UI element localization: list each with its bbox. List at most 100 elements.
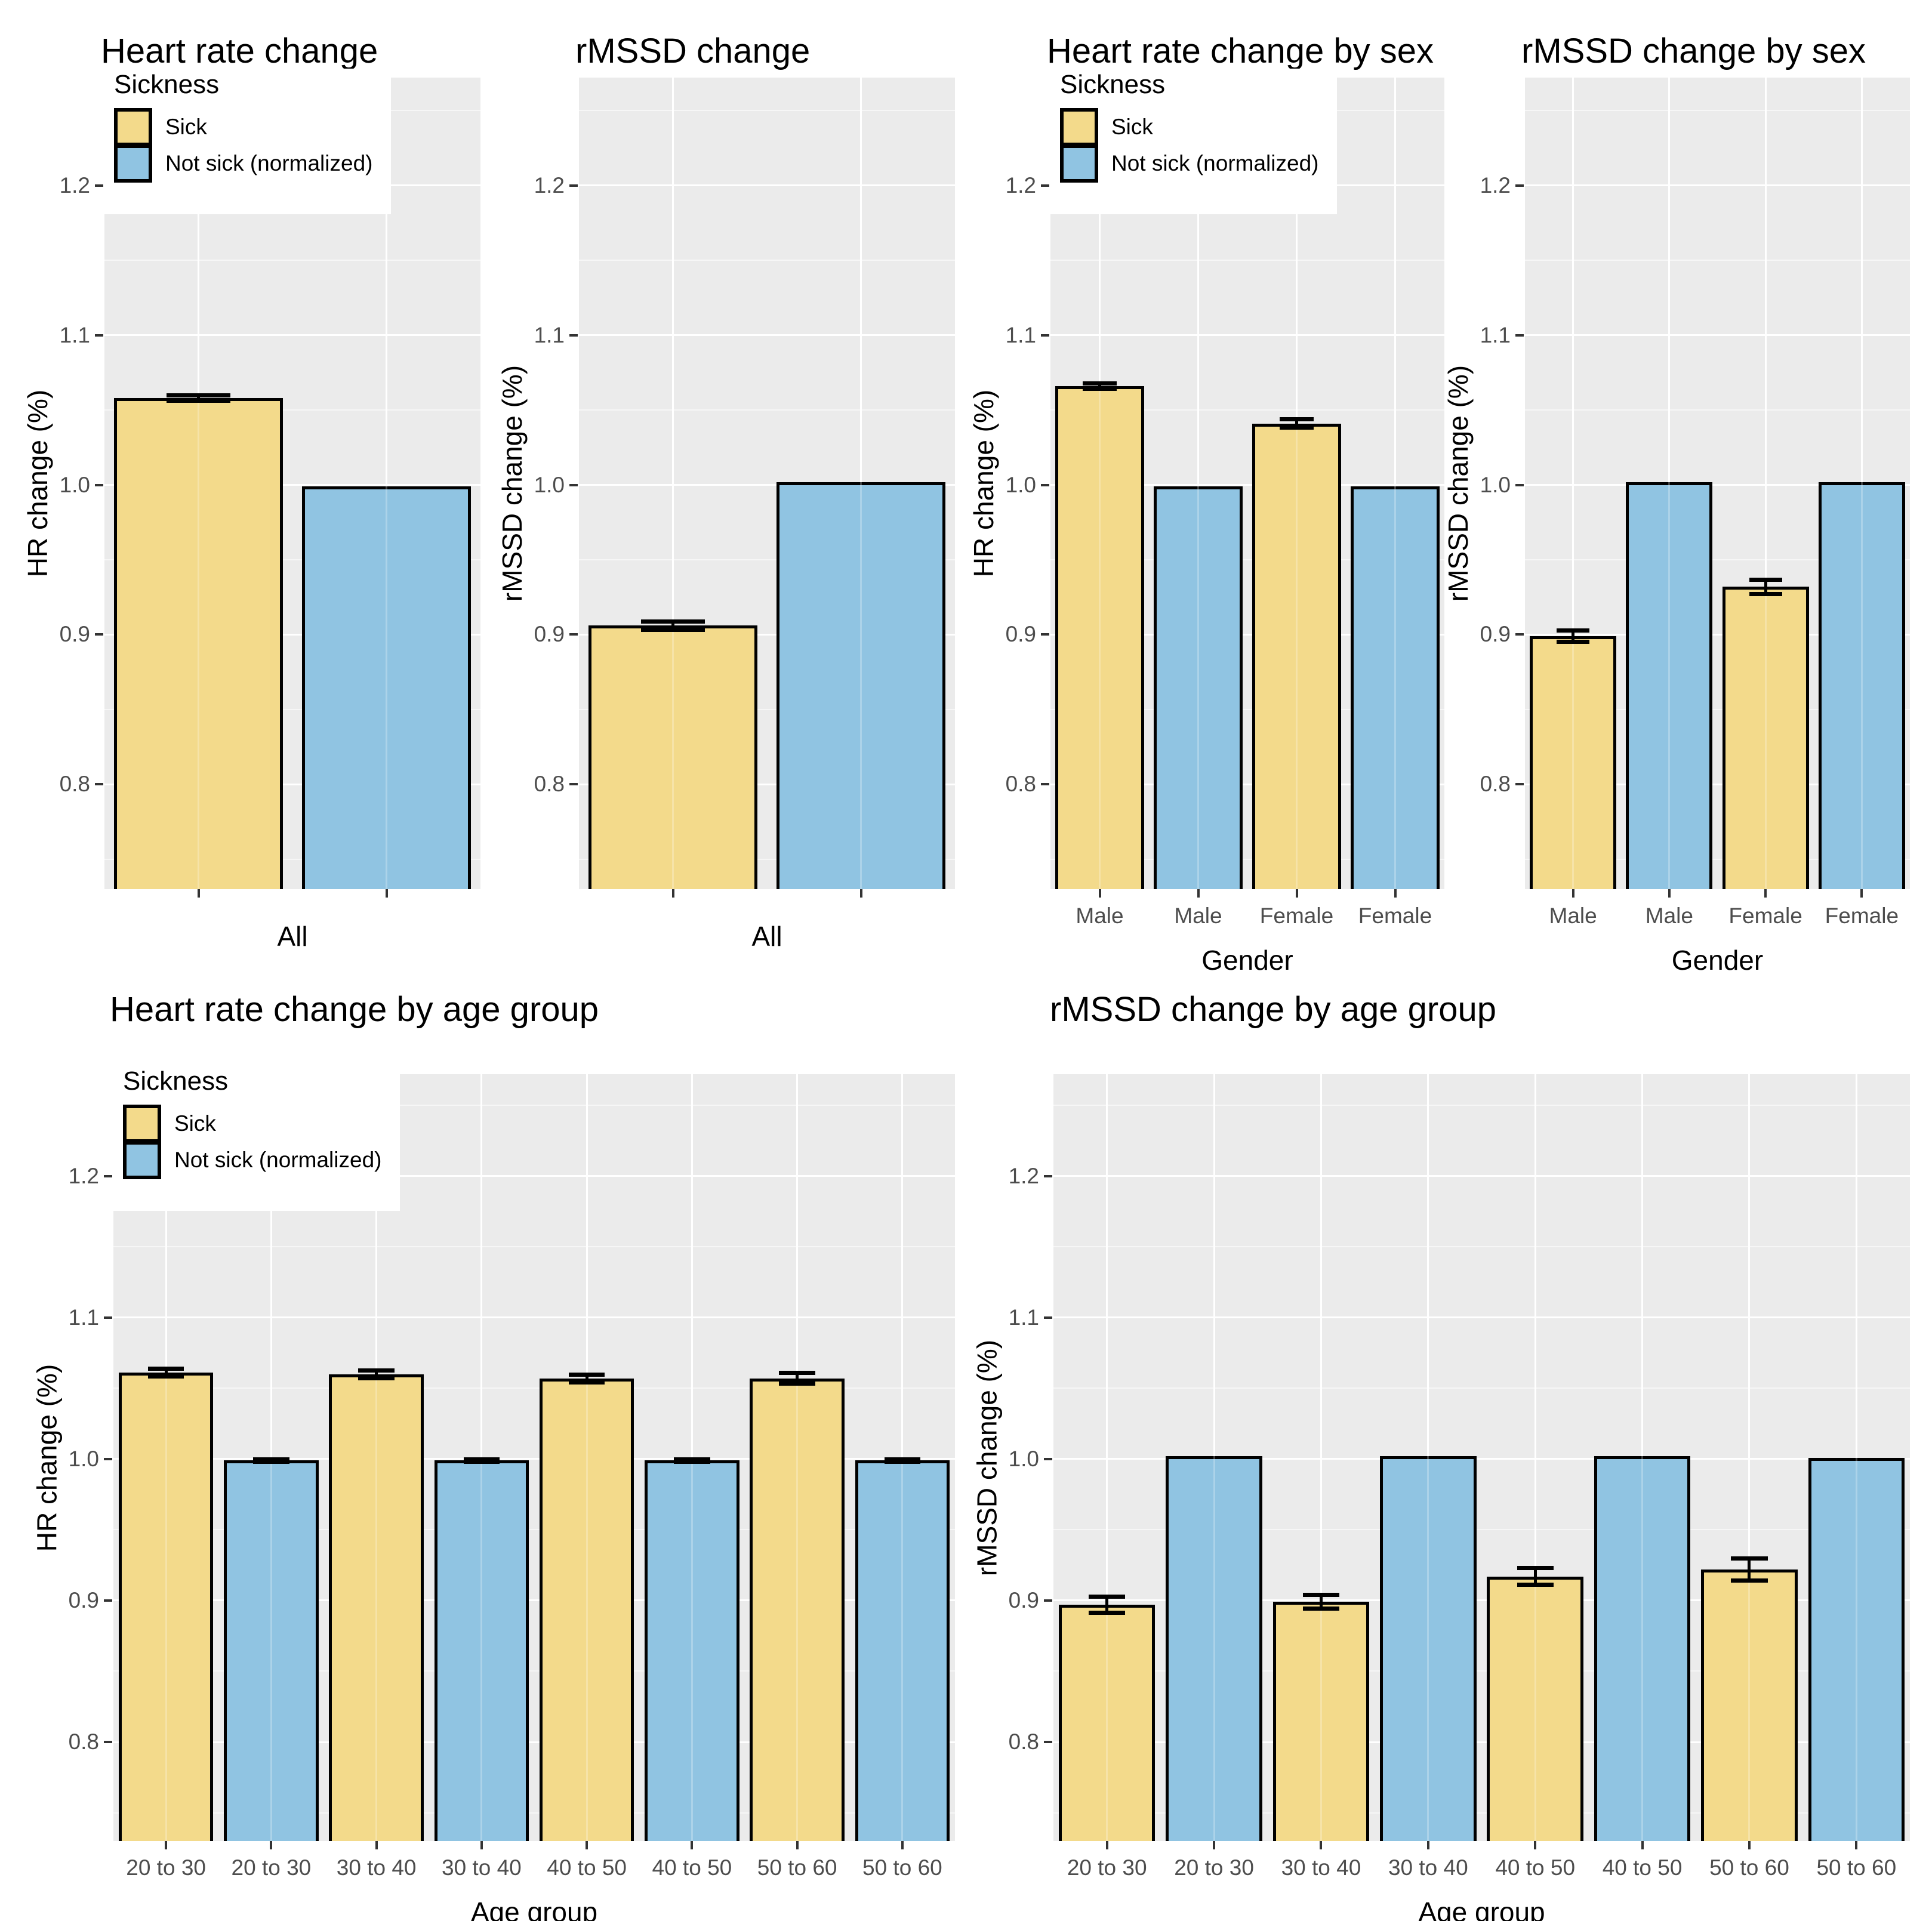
bar-grid-stripe	[1106, 1074, 1108, 1841]
bar-sick	[1252, 423, 1341, 889]
error-bar-line	[1764, 579, 1767, 594]
error-bar-line	[1295, 419, 1298, 428]
error-bar-cap-bottom	[674, 1459, 710, 1464]
x-tick-mark	[1098, 889, 1101, 898]
y-tick-label: 0.8	[68, 1729, 99, 1755]
bar-grid-stripe	[1099, 78, 1101, 889]
bar-grid-stripe	[796, 1074, 799, 1841]
bar-sick	[1722, 587, 1809, 889]
bar-grid-stripe	[586, 1074, 588, 1841]
gridline-major	[1053, 1741, 1910, 1743]
bar-sick	[1058, 1605, 1155, 1841]
gridline-minor	[1053, 1387, 1910, 1389]
error-bar-cap-top	[1557, 628, 1590, 633]
gridline-minor	[1053, 1105, 1910, 1106]
y-tick-mark	[1515, 184, 1524, 187]
error-bar-line	[671, 621, 674, 630]
gridline-minor	[113, 1812, 955, 1814]
x-tick-mark	[1295, 889, 1298, 898]
error-bar-line	[1533, 1568, 1537, 1585]
legend-item-label: Not sick (normalized)	[1111, 151, 1319, 175]
y-tick-label: 0.8	[1480, 772, 1511, 797]
chart-title: rMSSD change by age group	[1050, 990, 1496, 1029]
error-bar-cap-bottom	[884, 1459, 920, 1464]
y-tick-label: 0.8	[59, 772, 90, 797]
y-tick-label: 1.1	[59, 322, 90, 347]
gridline-major	[113, 1458, 955, 1460]
y-tick-mark	[95, 633, 103, 636]
error-bar-line	[1105, 1596, 1109, 1614]
y-tick-label: 1.2	[68, 1163, 99, 1188]
gridline-major	[104, 484, 480, 486]
bar-not-sick	[434, 1460, 529, 1841]
gridline-major	[1525, 783, 1910, 785]
y-tick-mark	[95, 483, 103, 486]
gridline-minor	[113, 1387, 955, 1389]
x-tick-label: 50 to 60	[862, 1855, 942, 1880]
gridline-vertical	[1748, 1074, 1751, 1841]
x-axis-title: Age group	[470, 1897, 598, 1921]
gridline-major	[1053, 1316, 1910, 1319]
y-tick-mark	[1515, 334, 1524, 337]
error-bar-cap-top	[1749, 577, 1782, 582]
gridline-minor	[113, 1670, 955, 1672]
gridline-minor	[1050, 858, 1444, 860]
error-bar-cap-bottom	[1083, 386, 1117, 391]
y-tick-mark	[104, 1741, 112, 1744]
gridline-minor	[104, 708, 480, 710]
x-axis-title: All	[751, 921, 782, 952]
gridline-minor	[1050, 409, 1444, 411]
error-bar-cap-top	[568, 1372, 605, 1377]
gridline-major	[1050, 484, 1444, 486]
error-bar-cap-top	[1083, 381, 1117, 386]
y-tick-mark	[1041, 633, 1049, 636]
error-bar-cap-top	[253, 1457, 289, 1461]
y-tick-mark	[1515, 783, 1524, 786]
legend-title: Sickness	[114, 70, 220, 99]
gridline-minor	[1050, 559, 1444, 560]
y-tick-label: 1.2	[59, 172, 90, 198]
bar-grid-stripe	[672, 78, 674, 889]
bar-grid-stripe	[386, 78, 387, 889]
x-tick-mark	[859, 889, 862, 898]
y-tick-mark	[104, 1316, 112, 1319]
x-tick-label: 30 to 40	[1281, 1855, 1361, 1880]
gridline-major	[1525, 334, 1910, 337]
y-tick-label: 1.1	[1480, 322, 1511, 347]
bar-sick	[1701, 1569, 1798, 1841]
y-tick-label: 1.2	[534, 172, 565, 198]
error-bar-line	[1319, 1595, 1323, 1609]
y-tick-mark	[569, 483, 578, 486]
x-tick-mark	[1748, 1841, 1751, 1849]
bar-grid-stripe	[1534, 1074, 1536, 1841]
bar-not-sick	[1594, 1456, 1691, 1841]
gridline-minor	[1050, 708, 1444, 710]
gridline-minor	[1053, 1246, 1910, 1248]
gridline-major	[1053, 1175, 1910, 1177]
gridline-vertical	[1764, 78, 1767, 889]
x-tick-mark	[671, 889, 674, 898]
gridline-minor	[113, 1246, 955, 1248]
gridline-vertical	[386, 78, 387, 889]
error-bar-cap-top	[1302, 1593, 1340, 1598]
x-tick-mark	[165, 1841, 168, 1849]
x-axis-title: Gender	[1201, 945, 1293, 976]
bar-grid-stripe	[1748, 1074, 1751, 1841]
error-bar-line	[164, 1368, 168, 1377]
error-bar-cap-bottom	[358, 1376, 395, 1380]
error-bar-cap-bottom	[147, 1374, 184, 1379]
gridline-vertical	[1394, 78, 1396, 889]
error-bar-cap-bottom	[568, 1380, 605, 1385]
y-tick-mark	[95, 334, 103, 337]
x-tick-label: 30 to 40	[442, 1855, 522, 1880]
x-tick-mark	[901, 1841, 904, 1849]
error-bar-cap-bottom	[166, 398, 231, 403]
error-bar-line	[585, 1374, 588, 1383]
gridline-major	[113, 1741, 955, 1743]
y-tick-label: 0.9	[59, 622, 90, 647]
y-tick-label: 0.9	[68, 1587, 99, 1612]
y-tick-mark	[1044, 1316, 1052, 1319]
y-tick-mark	[1041, 483, 1049, 486]
plot-panel	[579, 78, 955, 889]
